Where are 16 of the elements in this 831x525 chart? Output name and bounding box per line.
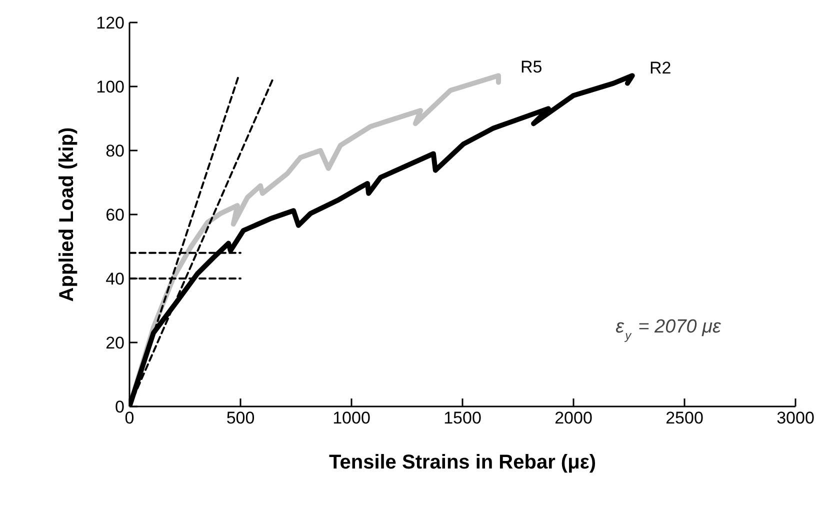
- x-tick-label: 3000: [776, 408, 814, 428]
- series-label: R5: [520, 57, 542, 76]
- y-tick-label: 120: [96, 14, 125, 32]
- y-axis-title: Applied Load (kip): [56, 127, 78, 302]
- x-tick-label: 2500: [666, 408, 704, 428]
- x-axis-title: Tensile Strains in Rebar (με): [329, 452, 596, 474]
- y-tick-label: 60: [106, 206, 125, 224]
- x-tick-label: 2000: [554, 408, 592, 428]
- y-tick-label: 80: [106, 142, 125, 160]
- y-tick-label: 40: [106, 270, 125, 288]
- y-tick-label: 20: [106, 334, 125, 352]
- y-tick-label: 100: [96, 78, 125, 96]
- x-tick-label: 1500: [444, 408, 482, 428]
- series-label: R2: [649, 58, 672, 78]
- x-tick-label: 500: [226, 408, 255, 428]
- x-tick-label: 1000: [332, 408, 370, 428]
